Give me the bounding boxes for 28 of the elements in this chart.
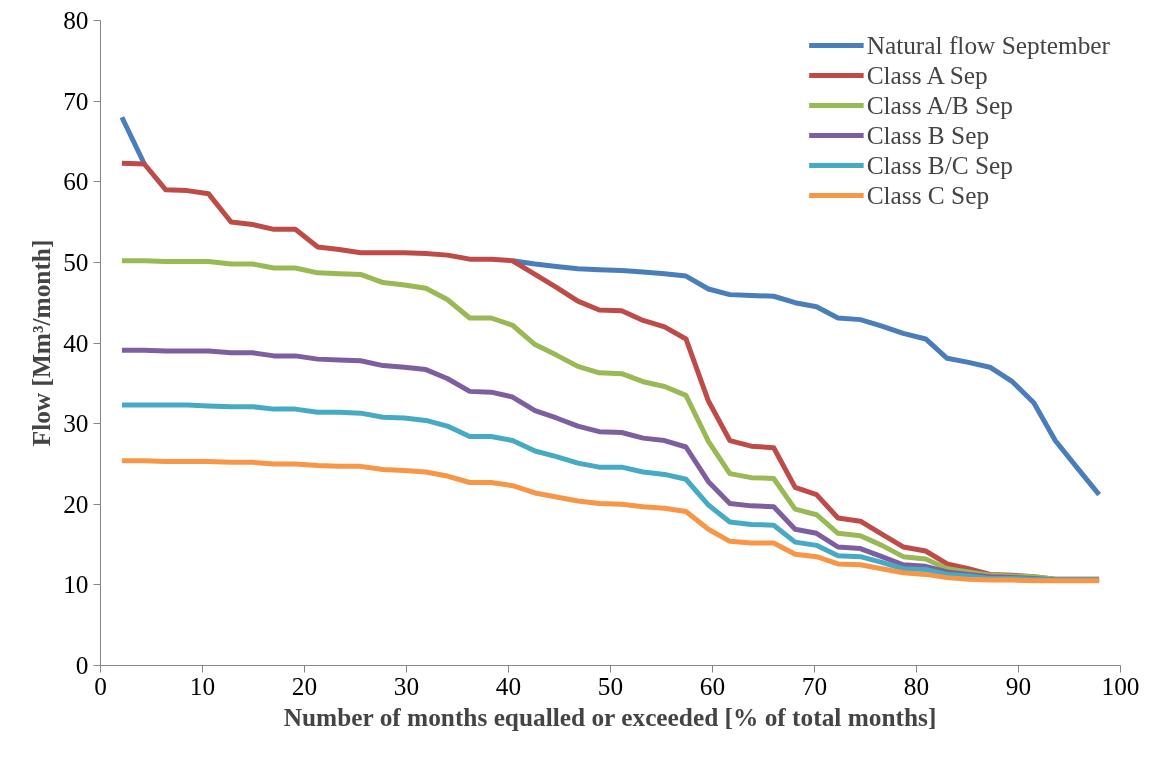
- x-tick-label: 80: [903, 671, 930, 700]
- x-axis-title: Number of months equalled or exceeded [% of total months]: [283, 702, 937, 731]
- legend-label: Class B/C Sep: [866, 150, 1014, 180]
- legend-label: Class B Sep: [866, 120, 990, 150]
- y-tick-label: 20: [63, 489, 89, 518]
- y-tick-label: 10: [63, 570, 89, 599]
- legend-label: Class C Sep: [866, 180, 990, 210]
- y-tick-label: 40: [63, 328, 89, 357]
- x-tick-label: 60: [699, 671, 726, 700]
- legend-label: Natural flow September: [866, 30, 1110, 60]
- x-tick-label: 50: [597, 671, 624, 700]
- x-tick-label: 10: [189, 671, 216, 700]
- x-tick-label: 20: [291, 671, 318, 700]
- y-tick-label: 60: [63, 167, 89, 196]
- x-tick-label: 90: [1005, 671, 1032, 700]
- y-tick-label: 80: [63, 6, 89, 34]
- y-tick-label: 70: [63, 86, 89, 115]
- x-tick-label: 30: [393, 671, 420, 700]
- x-tick-label: 70: [801, 671, 828, 700]
- legend-label: Class A Sep: [866, 60, 988, 90]
- x-tick-label: 100: [1101, 671, 1140, 700]
- y-tick-label: 0: [75, 651, 89, 679]
- x-tick-label: 0: [94, 671, 107, 700]
- x-tick-label: 40: [495, 671, 522, 700]
- y-tick-label: 50: [63, 247, 89, 276]
- y-tick-label: 30: [63, 409, 89, 438]
- y-axis-title: Flow [Mm³/month]: [27, 239, 56, 447]
- legend-label: Class A/B Sep: [866, 90, 1014, 120]
